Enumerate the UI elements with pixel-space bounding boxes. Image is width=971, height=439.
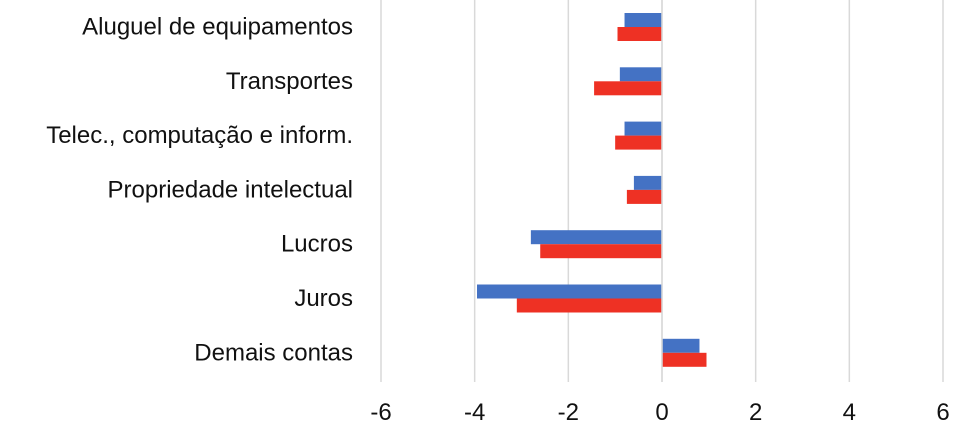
- bar-2-6: [662, 352, 707, 367]
- bar-2-1: [594, 81, 662, 96]
- bar-2-2: [615, 135, 662, 150]
- bar-2-4: [540, 244, 662, 259]
- x-tick-label: -6: [370, 399, 391, 426]
- bar-1-2: [624, 121, 662, 136]
- category-label: Transportes: [226, 68, 353, 95]
- bar-2-5: [516, 298, 662, 313]
- bar-1-0: [624, 13, 662, 27]
- bar-1-5: [477, 284, 662, 299]
- bar-1-1: [619, 67, 662, 82]
- x-tick-label: -2: [558, 399, 579, 426]
- x-tick-label: 0: [655, 399, 668, 426]
- bar-1-3: [633, 175, 662, 190]
- bars: [477, 0, 707, 382]
- category-label: Telec., computação e inform.: [46, 122, 353, 149]
- x-tick-label: -4: [464, 399, 485, 426]
- x-tick-labels: -6 -4 -2 0 2 4 6: [370, 399, 949, 426]
- category-label: Demais contas: [194, 339, 353, 366]
- x-tick-label: 6: [936, 399, 949, 426]
- category-label: Juros: [294, 285, 353, 312]
- category-label: Propriedade intelectual: [108, 176, 354, 203]
- category-label: Lucros: [281, 231, 353, 258]
- category-labels: Aluguel de equipamentos Transportes Telec.…: [46, 14, 353, 367]
- bar-2-3: [626, 189, 662, 204]
- bar-2-0: [617, 27, 662, 41]
- bar-1-6: [662, 338, 700, 353]
- category-label: Aluguel de equipamentos: [82, 14, 353, 41]
- x-tick-label: 4: [843, 399, 856, 426]
- bar-1-4: [530, 230, 662, 245]
- x-tick-label: 2: [749, 399, 762, 426]
